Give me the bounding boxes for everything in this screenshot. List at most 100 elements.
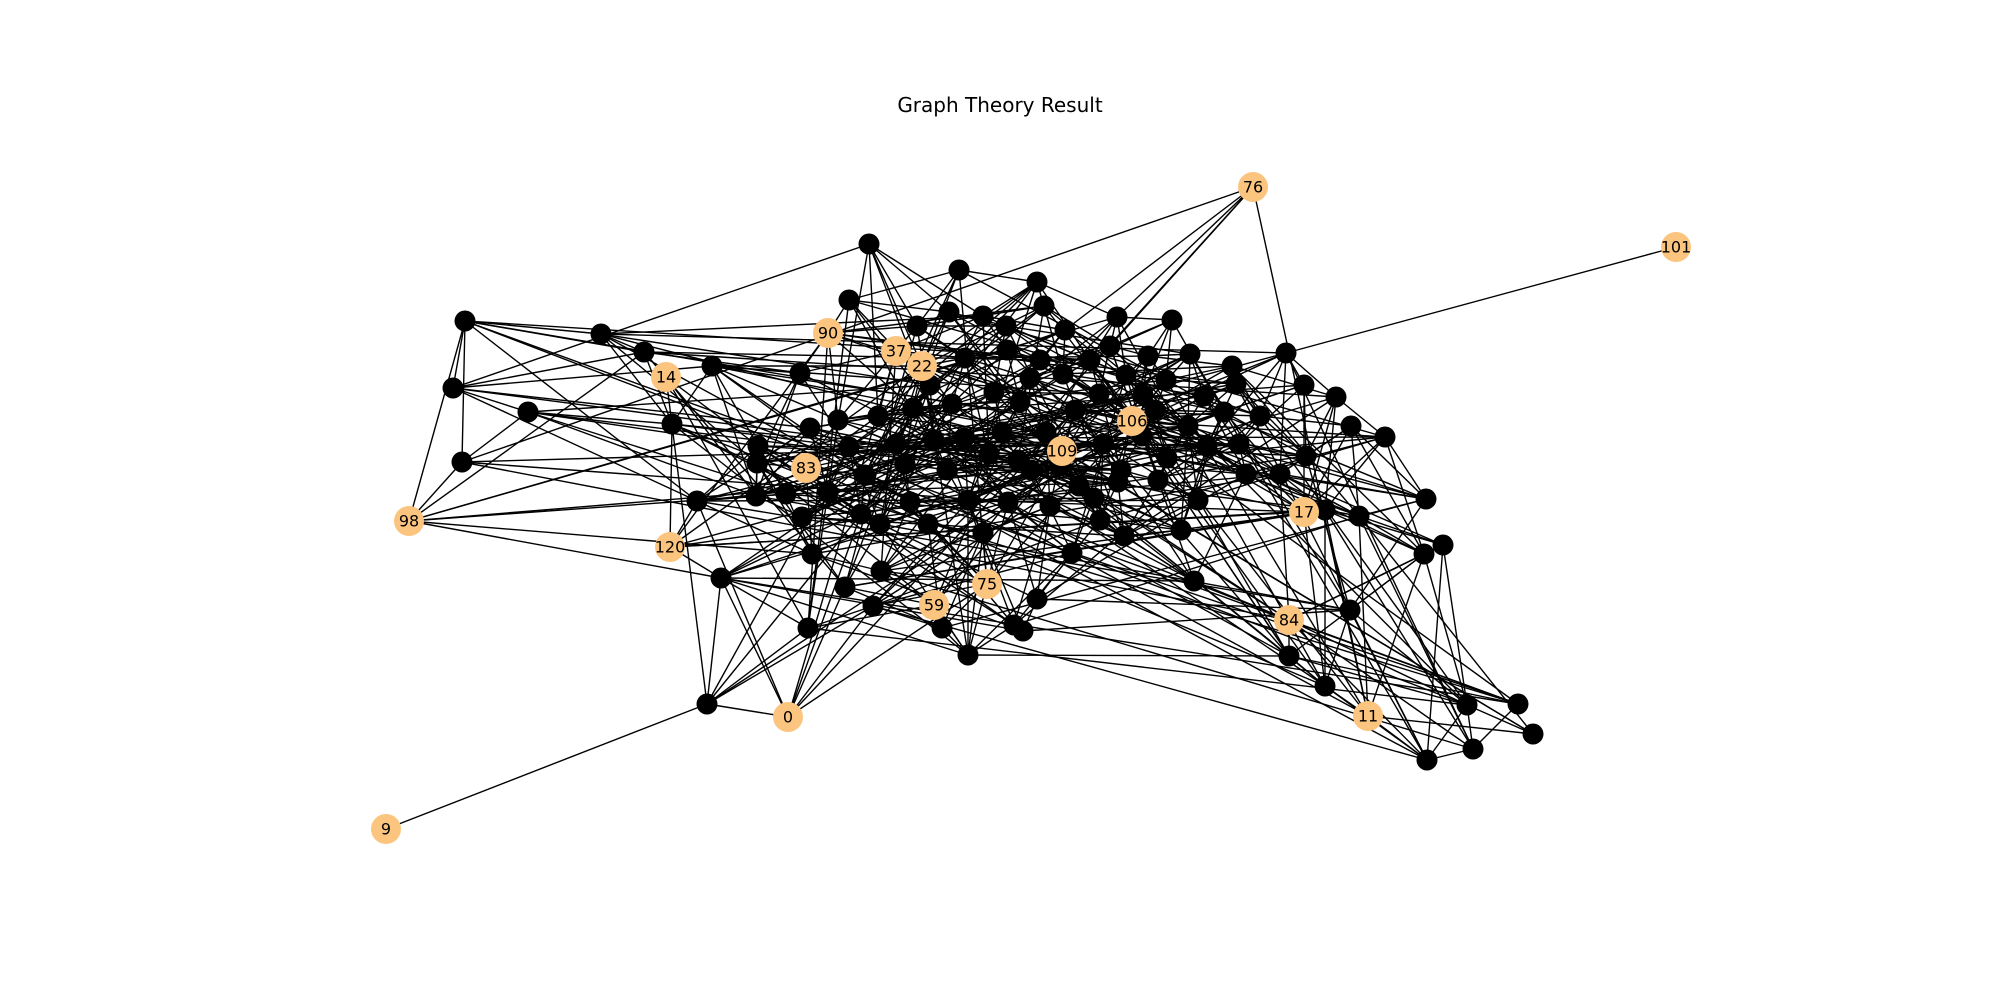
- graph-node: [1068, 475, 1090, 497]
- graph-edge: [880, 570, 988, 585]
- graph-edge: [787, 586, 846, 718]
- graph-node: [1106, 306, 1128, 328]
- graph-node: [454, 310, 476, 332]
- graph-edge: [1350, 425, 1427, 500]
- graph-edge: [1350, 425, 1360, 517]
- graph-edge: [1423, 553, 1468, 706]
- node-layer: [371, 172, 1691, 844]
- node-label-59: 59: [924, 596, 944, 615]
- graph-edge: [452, 243, 870, 389]
- graph-node: [1107, 471, 1129, 493]
- graph-node: [1213, 401, 1235, 423]
- graph-edge: [1189, 353, 1351, 611]
- graph-node: [869, 513, 891, 535]
- graph-node: [972, 522, 994, 544]
- graph-edge: [967, 532, 984, 656]
- graph-edge: [1235, 383, 1468, 706]
- graph-edge: [1426, 704, 1468, 761]
- graph-node: [686, 490, 708, 512]
- graph-node: [978, 443, 1000, 465]
- graph-node: [1193, 385, 1215, 407]
- graph-node: [1456, 694, 1478, 716]
- graph-node: [1079, 349, 1101, 371]
- graph-edge: [527, 411, 787, 495]
- graph-node: [1147, 469, 1169, 491]
- graph-node: [817, 481, 839, 503]
- graph-node: [1026, 271, 1048, 293]
- graph-node: [983, 381, 1005, 403]
- graph-edge: [1279, 352, 1287, 475]
- graph-node: [1177, 415, 1199, 437]
- node-label-120: 120: [655, 538, 686, 557]
- graph-node: [451, 451, 473, 473]
- graph-edge: [1064, 186, 1254, 331]
- highlighted-node-17: [1289, 497, 1319, 527]
- graph-node: [885, 433, 907, 455]
- graph-edge: [452, 387, 811, 429]
- graph-edge: [1235, 383, 1307, 457]
- graph-node: [1374, 426, 1396, 448]
- graph-edge: [807, 299, 850, 629]
- node-label-37: 37: [886, 342, 906, 361]
- graph-edge: [1238, 384, 1305, 445]
- graph-edge: [1123, 396, 1337, 537]
- graph-node: [1314, 499, 1336, 521]
- graph-node: [854, 464, 876, 486]
- graph-edge: [1123, 499, 1199, 537]
- graph-node: [1432, 534, 1454, 556]
- highlighted-node-22: [907, 351, 937, 381]
- graph-edge: [963, 437, 1009, 503]
- graph-edge: [665, 376, 757, 497]
- graph-node: [1089, 509, 1111, 531]
- graph-edge: [879, 523, 969, 656]
- graph-edge: [872, 186, 1254, 607]
- graph-edge: [696, 445, 759, 502]
- graph-node: [936, 459, 958, 481]
- graph-edge: [1349, 498, 1427, 611]
- graph-edge: [408, 520, 813, 555]
- graph-node: [1061, 542, 1083, 564]
- graph-node: [1314, 675, 1336, 697]
- graph-node: [1522, 723, 1544, 745]
- highlighted-node-120: [655, 532, 685, 562]
- graph-edge: [669, 423, 673, 548]
- highlighted-node-90: [813, 318, 843, 348]
- graph-edge: [872, 519, 1101, 607]
- graph-edge: [706, 577, 722, 705]
- graph-node: [1187, 489, 1209, 511]
- highlighted-node-76: [1238, 172, 1268, 202]
- graph-node: [917, 513, 939, 535]
- graph-edge: [951, 401, 1021, 405]
- graph-node: [995, 315, 1017, 337]
- graph-edge: [408, 349, 1008, 522]
- graph-edge: [1358, 515, 1534, 735]
- graph-edge: [1285, 352, 1474, 750]
- graph-node: [710, 567, 732, 589]
- graph-edge: [848, 446, 862, 515]
- graph-edge: [1335, 396, 1386, 438]
- graph-edge: [1165, 379, 1237, 385]
- graph-node: [867, 405, 889, 427]
- graph-edge: [921, 365, 1427, 500]
- graph-edge: [1285, 246, 1677, 354]
- graph-node: [745, 485, 767, 507]
- node-label-22: 22: [912, 357, 932, 376]
- graph-edge: [895, 411, 1225, 445]
- highlighted-node-106: [1117, 406, 1147, 436]
- graph-edge: [809, 427, 1182, 531]
- graph-node: [1161, 309, 1183, 331]
- graph-node: [1416, 749, 1438, 771]
- graph-node: [957, 644, 979, 666]
- graph-node: [850, 503, 872, 525]
- graph-edge: [671, 423, 969, 656]
- graph-node: [1507, 693, 1529, 715]
- graph-edge: [720, 577, 809, 629]
- highlighted-node-11: [1353, 701, 1383, 731]
- graph-edge: [461, 461, 1290, 621]
- graph-edge: [967, 552, 1073, 656]
- graph-node: [661, 413, 683, 435]
- graph-node: [1415, 488, 1437, 510]
- graph-edge: [452, 387, 698, 502]
- graph-edge: [1180, 425, 1189, 531]
